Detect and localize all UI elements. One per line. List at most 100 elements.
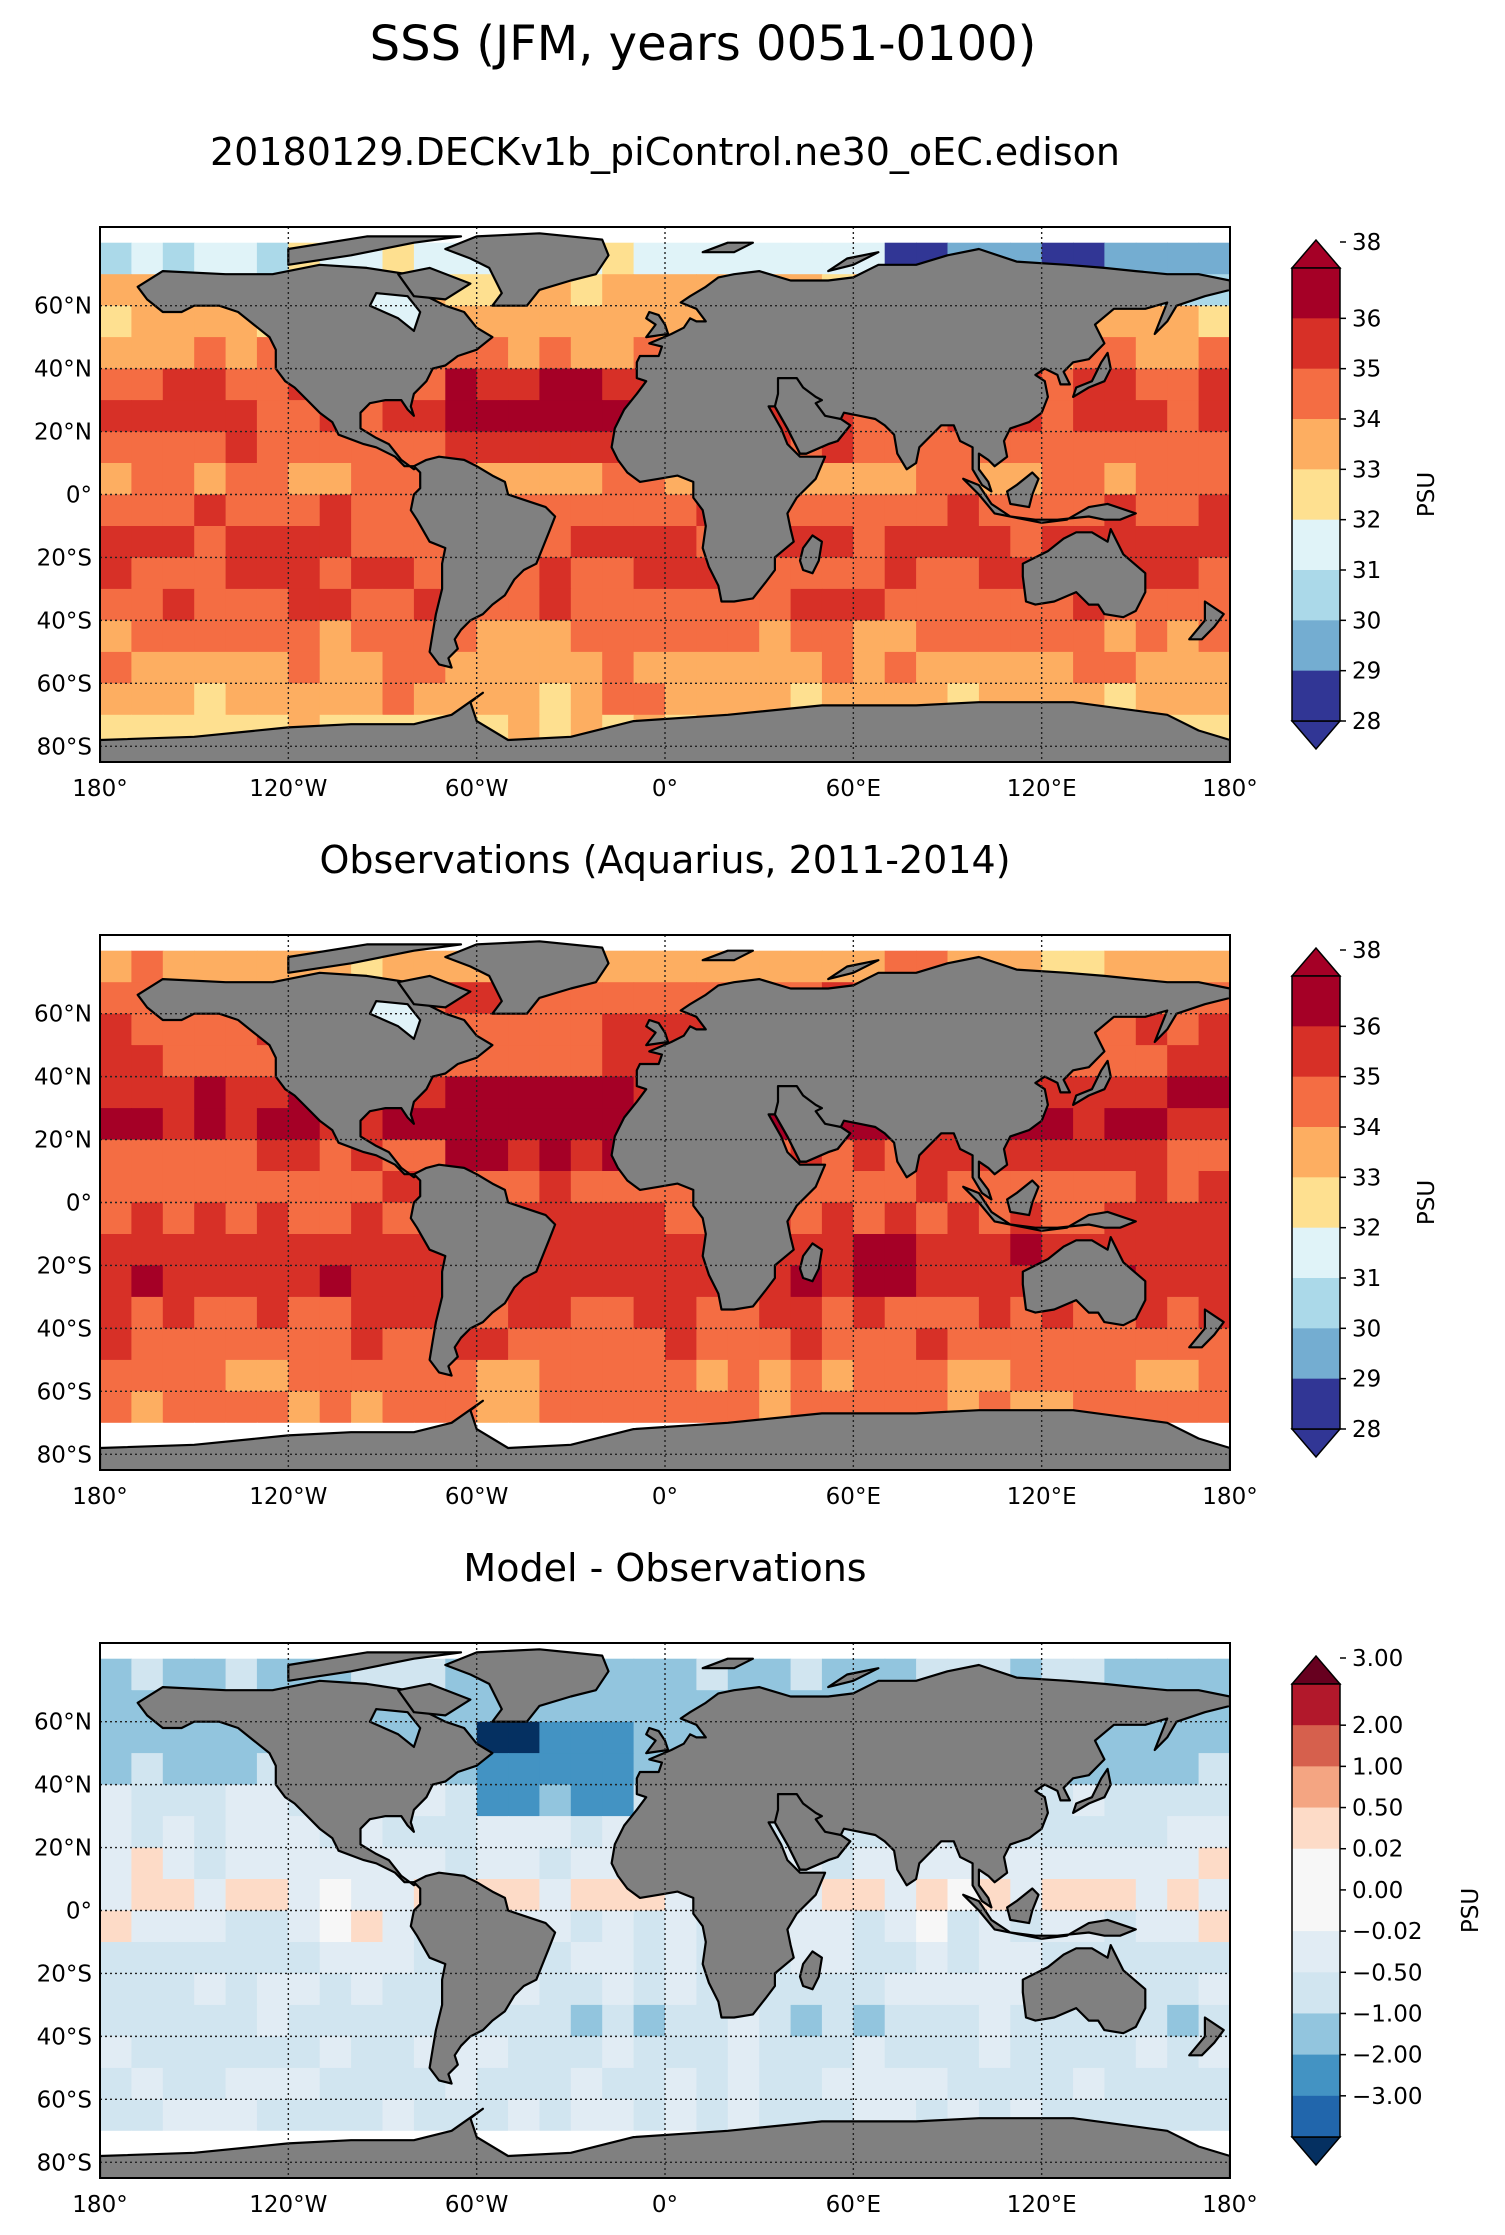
colorbar-swatch bbox=[1292, 1278, 1340, 1329]
field-cell bbox=[570, 1942, 603, 1975]
field-cell bbox=[131, 2036, 164, 2069]
field-cell bbox=[194, 2099, 227, 2132]
field-cell bbox=[225, 1108, 258, 1141]
field-cell bbox=[508, 1391, 541, 1424]
field-cell bbox=[1010, 651, 1043, 684]
y-tick-label: 40°N bbox=[34, 357, 92, 383]
field-cell bbox=[1198, 1847, 1230, 1880]
field-cell bbox=[225, 1359, 258, 1392]
field-cell bbox=[100, 242, 132, 275]
field-cell bbox=[759, 1328, 792, 1361]
field-cell bbox=[1167, 683, 1200, 716]
field-cell bbox=[916, 1234, 949, 1267]
field-cell bbox=[288, 2067, 321, 2100]
field-cell bbox=[194, 1784, 227, 1817]
field-cell bbox=[131, 1139, 164, 1172]
field-cell bbox=[1010, 431, 1043, 464]
field-cell bbox=[1135, 2036, 1168, 2069]
colorbar-tick-label: 31 bbox=[1352, 558, 1381, 584]
field-cell bbox=[1041, 1816, 1074, 1849]
field-cell bbox=[790, 1328, 823, 1361]
field-cell bbox=[633, 242, 666, 275]
field-cell bbox=[351, 526, 384, 559]
field-cell bbox=[1010, 2036, 1043, 2069]
field-cell bbox=[633, 950, 666, 983]
field-cell bbox=[1041, 400, 1074, 433]
field-cell bbox=[539, 2067, 572, 2100]
field-cell bbox=[759, 620, 792, 653]
land-uk bbox=[645, 310, 670, 339]
field-cell bbox=[1135, 1753, 1168, 1786]
field-cell bbox=[1167, 1171, 1200, 1204]
field-cell bbox=[1167, 1658, 1200, 1691]
field-cell bbox=[100, 588, 132, 621]
field-cell bbox=[665, 1296, 697, 1329]
field-cell bbox=[319, 1942, 352, 1975]
field-cell bbox=[1135, 494, 1168, 527]
field-cell bbox=[790, 2067, 823, 2100]
colorbar-label: PSU bbox=[1414, 472, 1440, 517]
field-cell bbox=[413, 1265, 446, 1298]
field-cell bbox=[821, 557, 854, 590]
field-cell bbox=[570, 557, 603, 590]
field-cell bbox=[100, 526, 132, 559]
field-cell bbox=[1041, 463, 1074, 496]
field-cell bbox=[382, 2036, 415, 2069]
colorbar-tick-label: 35 bbox=[1352, 357, 1381, 383]
field-cell bbox=[1198, 1942, 1230, 1975]
field-cell bbox=[100, 1753, 132, 1786]
field-cell bbox=[1135, 1139, 1168, 1172]
field-cell bbox=[162, 2099, 195, 2132]
field-cell bbox=[978, 620, 1011, 653]
field-cell bbox=[1198, 431, 1230, 464]
field-cell bbox=[884, 1265, 917, 1298]
field-cell bbox=[131, 337, 164, 370]
field-cell bbox=[821, 2067, 854, 2100]
field-cell bbox=[1167, 1879, 1200, 1912]
field-cell bbox=[288, 1139, 321, 1172]
field-cell bbox=[539, 1108, 572, 1141]
land-greenland bbox=[444, 1648, 610, 1723]
field-cell bbox=[570, 1013, 603, 1046]
field-cell bbox=[570, 1139, 603, 1172]
field-cell bbox=[225, 1784, 258, 1817]
field-cell bbox=[256, 1359, 289, 1392]
field-cell bbox=[194, 1328, 227, 1361]
field-cell bbox=[194, 463, 227, 496]
field-cell bbox=[225, 1265, 258, 1298]
y-tick-label: 0° bbox=[66, 483, 92, 509]
colorbar-extend-bottom bbox=[1290, 1428, 1342, 1459]
field-cell bbox=[100, 1910, 132, 1943]
field-cell bbox=[131, 1045, 164, 1078]
y-tick-label: 20°S bbox=[37, 1253, 92, 1279]
field-cell bbox=[539, 337, 572, 370]
field-cell bbox=[508, 2099, 541, 2132]
field-cell bbox=[916, 1202, 949, 1235]
field-cell bbox=[1135, 651, 1168, 684]
colorbar-tick-label: 32 bbox=[1352, 508, 1381, 534]
land-hudson-bay bbox=[368, 1000, 422, 1040]
field-cell bbox=[916, 588, 949, 621]
field-cell bbox=[978, 588, 1011, 621]
map-panel-1: 20180129.DECKv1b_piControl.ne30_oEC.edis… bbox=[34, 130, 1440, 802]
field-cell bbox=[853, 1328, 886, 1361]
land-australia bbox=[1021, 1236, 1147, 1327]
field-cell bbox=[162, 1658, 195, 1691]
field-cell bbox=[100, 950, 132, 983]
field-cell bbox=[947, 1296, 980, 1329]
field-cell bbox=[1073, 1108, 1106, 1141]
field-cell bbox=[947, 2004, 980, 2037]
field-cell bbox=[288, 557, 321, 590]
field-cell bbox=[539, 1879, 572, 1912]
field-cell bbox=[1198, 1139, 1230, 1172]
field-cell bbox=[256, 2099, 289, 2132]
field-cell bbox=[382, 1202, 415, 1235]
field-cell bbox=[100, 1973, 132, 2006]
field-cell bbox=[759, 1296, 792, 1329]
field-cell bbox=[1135, 1108, 1168, 1141]
field-cell bbox=[288, 463, 321, 496]
field-cell bbox=[1041, 2067, 1074, 2100]
field-cell bbox=[288, 1879, 321, 1912]
field-cell bbox=[194, 494, 227, 527]
field-cell bbox=[1010, 1328, 1043, 1361]
